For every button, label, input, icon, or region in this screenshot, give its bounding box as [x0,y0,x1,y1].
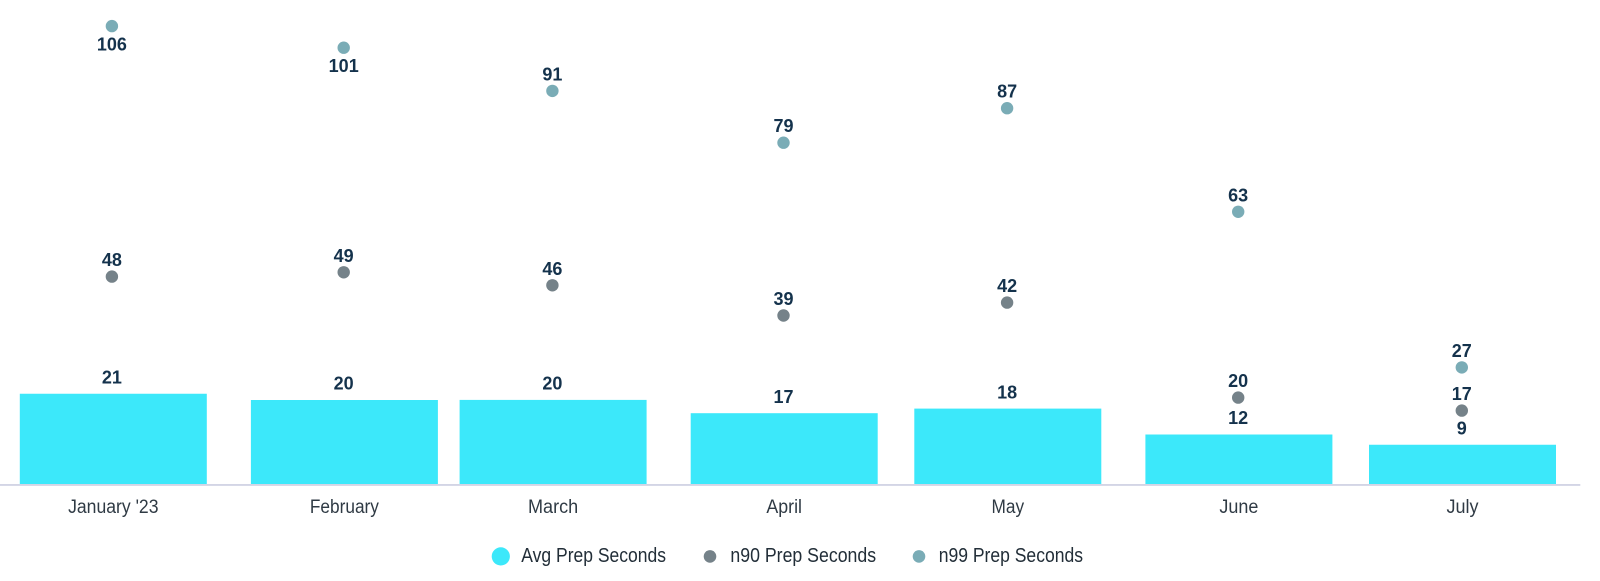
svg-text:20: 20 [334,374,354,394]
svg-text:17: 17 [1452,384,1472,404]
svg-text:June: June [1219,497,1258,518]
svg-text:n90 Prep Seconds: n90 Prep Seconds [730,545,876,567]
svg-text:May: May [992,497,1025,518]
svg-text:18: 18 [997,382,1017,402]
svg-text:12: 12 [1228,408,1248,428]
svg-text:July: July [1447,497,1479,518]
svg-text:63: 63 [1228,185,1248,205]
svg-text:87: 87 [997,82,1017,102]
svg-text:9: 9 [1457,418,1467,438]
svg-text:20: 20 [542,374,562,394]
svg-text:April: April [766,497,802,518]
svg-text:48: 48 [102,250,122,270]
svg-text:Avg Prep Seconds: Avg Prep Seconds [521,545,666,567]
svg-text:46: 46 [542,259,562,279]
svg-text:91: 91 [542,64,562,84]
svg-text:n99 Prep Seconds: n99 Prep Seconds [939,545,1083,567]
svg-text:42: 42 [997,276,1017,296]
svg-text:27: 27 [1452,341,1472,361]
svg-text:106: 106 [97,35,127,55]
svg-text:39: 39 [773,289,793,309]
svg-text:101: 101 [329,56,359,76]
svg-text:49: 49 [334,246,354,266]
svg-text:January '23: January '23 [68,497,158,518]
svg-text:17: 17 [773,387,793,407]
svg-text:March: March [528,497,578,518]
svg-text:20: 20 [1228,371,1248,391]
svg-text:21: 21 [102,367,122,387]
svg-text:February: February [310,497,380,518]
svg-text:79: 79 [773,116,793,136]
